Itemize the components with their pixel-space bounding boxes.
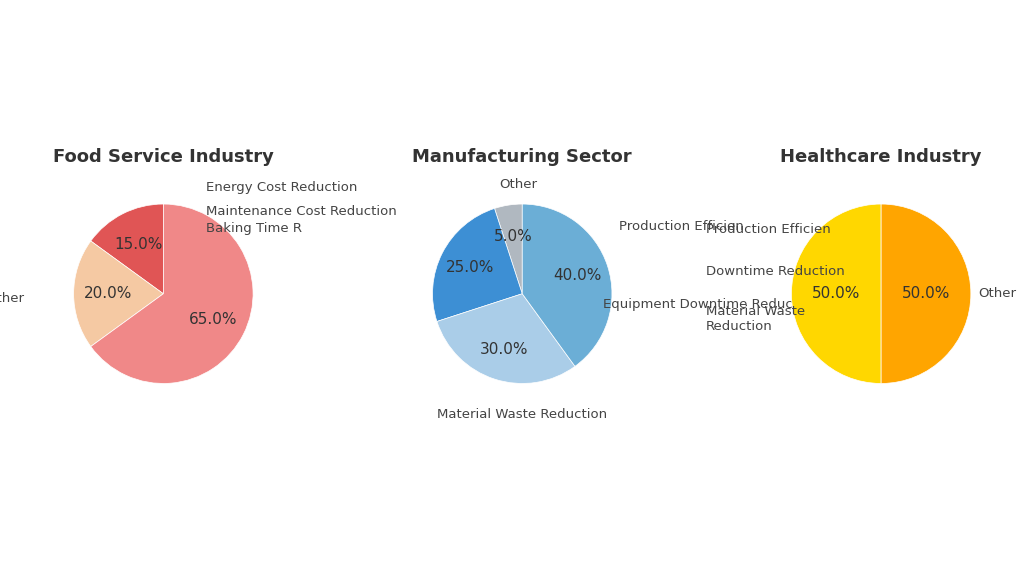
- Wedge shape: [91, 204, 253, 384]
- Text: 40.0%: 40.0%: [554, 268, 602, 283]
- Text: Material Waste Reduction: Material Waste Reduction: [437, 408, 607, 422]
- Text: 15.0%: 15.0%: [114, 237, 162, 252]
- Text: 5.0%: 5.0%: [494, 229, 532, 244]
- Wedge shape: [91, 204, 164, 294]
- Wedge shape: [495, 204, 522, 294]
- Text: 65.0%: 65.0%: [188, 312, 238, 327]
- Text: Baking Time R: Baking Time R: [207, 222, 302, 235]
- Text: 50.0%: 50.0%: [902, 286, 950, 301]
- Wedge shape: [432, 209, 522, 321]
- Text: Energy Cost Reduction: Energy Cost Reduction: [207, 181, 357, 194]
- Text: Downtime Reduction: Downtime Reduction: [707, 265, 845, 278]
- Text: Production Efficien: Production Efficien: [707, 223, 830, 236]
- Wedge shape: [437, 294, 575, 384]
- Title: Healthcare Industry: Healthcare Industry: [780, 148, 982, 166]
- Wedge shape: [522, 204, 612, 366]
- Wedge shape: [792, 204, 881, 384]
- Text: Production Efficien: Production Efficien: [620, 220, 743, 233]
- Wedge shape: [74, 241, 164, 347]
- Wedge shape: [881, 204, 971, 384]
- Text: 25.0%: 25.0%: [446, 260, 495, 275]
- Text: Material Waste
Reduction: Material Waste Reduction: [707, 305, 805, 333]
- Text: Other: Other: [978, 287, 1016, 300]
- Title: Food Service Industry: Food Service Industry: [53, 148, 273, 166]
- Text: Other: Other: [499, 178, 537, 191]
- Text: Other: Other: [0, 292, 25, 305]
- Text: Maintenance Cost Reduction: Maintenance Cost Reduction: [207, 204, 397, 218]
- Title: Manufacturing Sector: Manufacturing Sector: [413, 148, 632, 166]
- Text: 50.0%: 50.0%: [812, 286, 860, 301]
- Text: Equipment Downtime Reduction: Equipment Downtime Reduction: [603, 298, 818, 311]
- Text: 20.0%: 20.0%: [84, 286, 132, 301]
- Text: 30.0%: 30.0%: [480, 342, 528, 357]
